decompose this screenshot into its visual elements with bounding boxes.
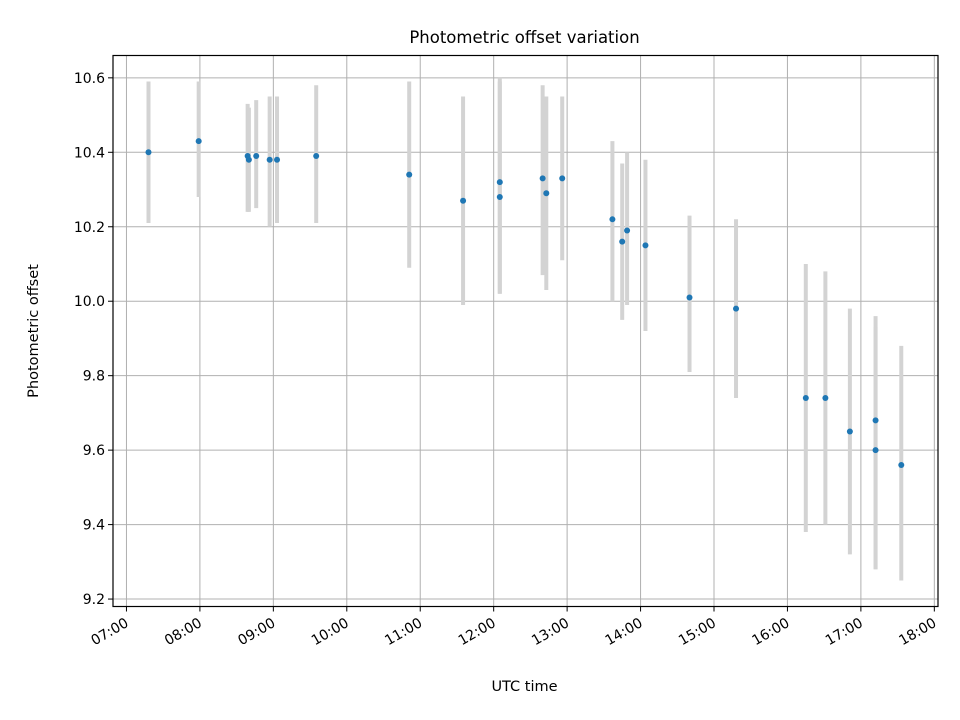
data-point: [846, 428, 853, 435]
data-point: [460, 197, 467, 204]
data-point: [642, 242, 649, 249]
data-point: [686, 294, 693, 301]
data-point: [266, 156, 273, 163]
y-tick-label: 9.8: [83, 369, 105, 385]
y-tick-label: 9.2: [83, 592, 105, 608]
plot-frame: [112, 54, 939, 608]
data-point: [619, 238, 626, 245]
data-point: [496, 179, 503, 186]
y-axis-ticks: 9.2 9.4 9.6 9.8 10.0 10.2 10.4 10.6: [74, 71, 113, 608]
data-point: [195, 138, 202, 145]
data-point: [559, 175, 566, 182]
data-point: [624, 227, 631, 234]
data-point: [898, 462, 905, 469]
chart-title: Photometric offset variation: [409, 28, 639, 47]
x-axis-label: UTC time: [491, 679, 557, 695]
y-axis-label: Photometric offset: [26, 264, 42, 398]
gridlines: [113, 55, 938, 607]
data-point: [253, 153, 260, 160]
data-point: [145, 149, 152, 156]
data-point: [543, 190, 550, 197]
data-point: [872, 447, 879, 454]
y-tick-label: 10.2: [74, 220, 105, 236]
y-tick-label: 9.6: [83, 443, 105, 459]
data-point: [802, 395, 809, 402]
data-point: [496, 193, 503, 200]
data-point: [274, 156, 281, 163]
data-point: [872, 417, 879, 424]
y-tick-label: 9.4: [83, 518, 105, 534]
y-tick-label: 10.6: [74, 71, 105, 87]
data-point: [609, 216, 616, 223]
data-points: [145, 138, 905, 469]
data-point: [539, 175, 546, 182]
y-tick-label: 10.0: [74, 294, 105, 310]
data-point: [733, 305, 740, 312]
data-point: [245, 156, 252, 163]
y-tick-label: 10.4: [74, 145, 105, 161]
data-point: [313, 153, 320, 160]
data-point: [406, 171, 413, 178]
data-point: [822, 395, 829, 402]
